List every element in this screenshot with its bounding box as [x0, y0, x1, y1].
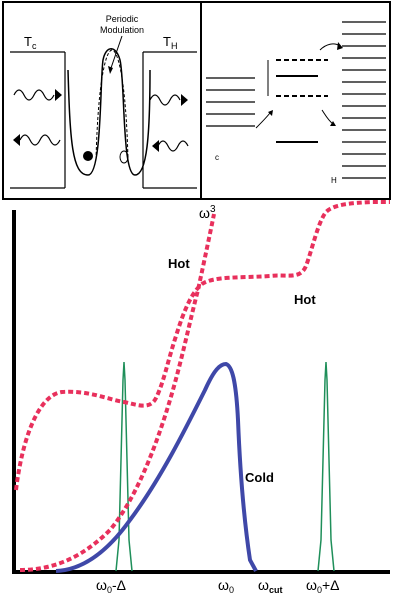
transition-arrow-3	[319, 43, 341, 51]
x-tick-omega0: ω0	[218, 577, 234, 593]
cold-label: Cold	[245, 470, 274, 485]
arrow-head-2-icon	[330, 121, 336, 126]
x-tick-omega0-plus-delta: ω0+Δ	[306, 577, 339, 593]
particle-filled	[83, 151, 93, 161]
hot-levels: H	[331, 21, 386, 185]
arrow-right-icon	[55, 89, 62, 101]
spectrum-plot: ω3 Hot Hot Cold ω0-Δ ω0 ωcut ω0+Δ	[12, 200, 390, 593]
pointer-arrow-icon	[108, 66, 113, 74]
tc-label: Tc	[24, 34, 37, 51]
hot-bath: TH	[142, 34, 197, 189]
transition-arrow-1	[255, 112, 271, 129]
cold-spectrum	[55, 361, 258, 573]
hot-photon-wave-right	[149, 94, 181, 106]
hot-spectrum-filtered	[14, 200, 390, 491]
arrow-head-3-icon	[337, 42, 343, 50]
filter-peak-upper	[317, 361, 335, 572]
th-label: TH	[163, 34, 177, 51]
filter-peak-lower	[115, 361, 133, 572]
hot-photon-wave-left	[157, 140, 189, 152]
x-tick-omega0-minus-delta: ω0-Δ	[96, 577, 126, 593]
c-label: c	[215, 153, 219, 162]
photon-wave-left	[19, 134, 61, 146]
modulation-pointer	[110, 35, 123, 69]
modulated-levels	[255, 42, 343, 143]
top-panel-frame	[2, 1, 391, 200]
hot-spectrum-omega3	[19, 213, 216, 572]
cold-bath: Tc	[10, 34, 66, 189]
hot-arrow-left-icon	[152, 140, 159, 152]
double-well: Periodic Modulation	[67, 14, 151, 176]
arrow-head-1-icon	[268, 110, 273, 116]
cold-levels: c	[206, 77, 255, 162]
modulated-barrier	[95, 49, 129, 161]
potential-curve	[67, 48, 151, 176]
hot-arrow-right-icon	[181, 94, 188, 106]
hot-label-1: Hot	[168, 256, 190, 271]
arrow-left-icon	[13, 134, 20, 146]
photon-wave-right	[13, 89, 55, 101]
x-tick-omega-cut: ωcut	[258, 577, 282, 593]
transition-arrow-2	[321, 109, 334, 125]
h-label: H	[331, 176, 337, 185]
hot-label-2: Hot	[294, 292, 316, 307]
particle-empty	[119, 150, 129, 164]
modulation-label-line2: Modulation	[100, 25, 144, 35]
modulation-label-line1: Periodic	[106, 14, 139, 24]
omega3-label: ω3	[199, 204, 216, 221]
